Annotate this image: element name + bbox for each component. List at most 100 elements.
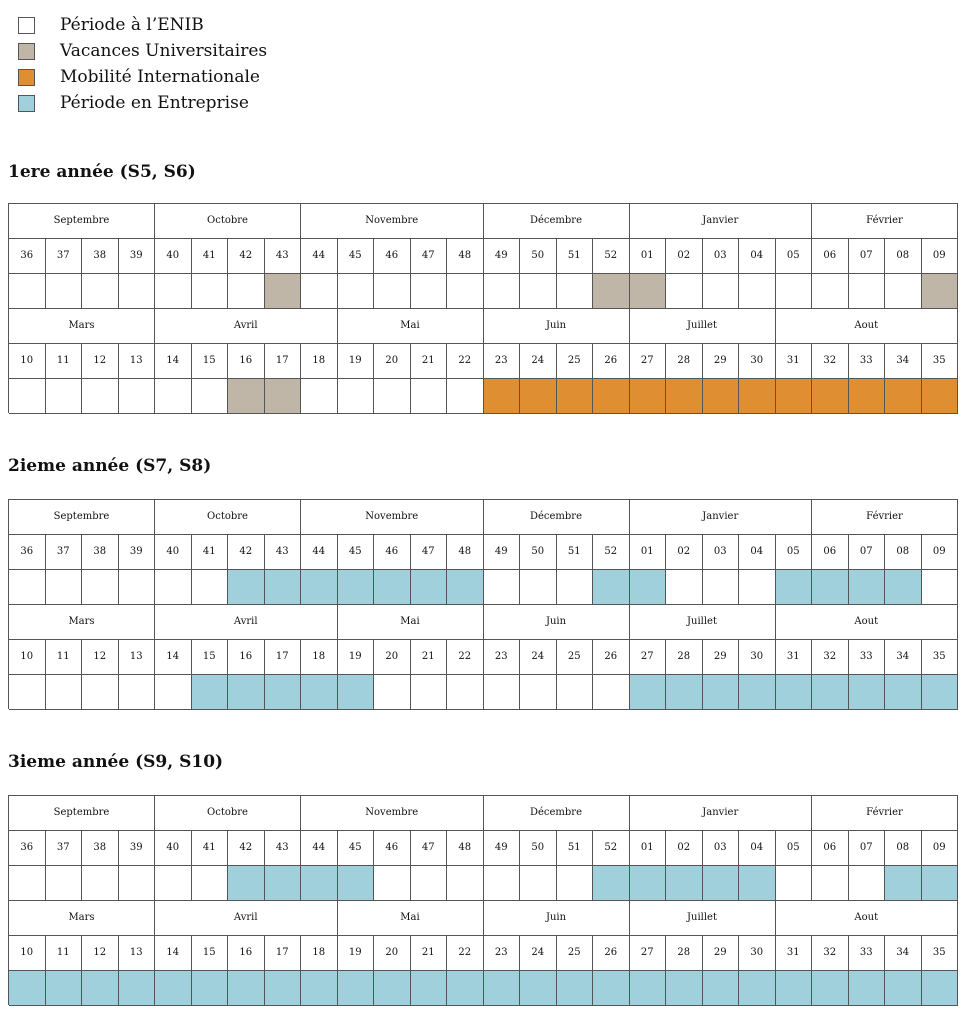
week-number: 50	[520, 239, 557, 274]
week-number: 02	[666, 831, 703, 866]
week-status-entreprise	[9, 971, 46, 1006]
week-number: 15	[191, 936, 228, 971]
week-number: 21	[410, 344, 447, 379]
week-status-entreprise	[885, 866, 922, 901]
week-status-enib	[775, 866, 812, 901]
week-status-enib	[191, 274, 228, 309]
week-status-mobilite	[812, 379, 849, 414]
week-number: 28	[666, 344, 703, 379]
week-number: 06	[812, 535, 849, 570]
week-status-enib	[410, 675, 447, 710]
week-status-enib	[447, 675, 484, 710]
week-status-mobilite	[921, 379, 958, 414]
month-header: Janvier	[629, 204, 812, 239]
week-number: 16	[228, 640, 265, 675]
week-number: 30	[739, 936, 776, 971]
week-status-vacances	[228, 379, 265, 414]
week-number: 07	[848, 535, 885, 570]
week-status-enib	[520, 866, 557, 901]
week-status-enib	[556, 274, 593, 309]
week-number: 29	[702, 640, 739, 675]
year-calendar-grid: Septembre Octobre Novembre Décembre Janvier F…	[8, 203, 958, 414]
week-number: 34	[885, 936, 922, 971]
week-status-enib	[155, 675, 192, 710]
week-number: 31	[775, 640, 812, 675]
month-header: Octobre	[155, 796, 301, 831]
week-number: 17	[264, 936, 301, 971]
week-status-entreprise	[885, 570, 922, 605]
week-number: 45	[337, 831, 374, 866]
week-number: 43	[264, 239, 301, 274]
week-number: 02	[666, 239, 703, 274]
week-status-entreprise	[775, 570, 812, 605]
week-status-enib	[155, 570, 192, 605]
week-number: 46	[374, 239, 411, 274]
week-number: 43	[264, 535, 301, 570]
week-number: 48	[447, 831, 484, 866]
week-status-entreprise	[702, 866, 739, 901]
week-status-entreprise	[593, 866, 630, 901]
week-number: 47	[410, 535, 447, 570]
week-status-enib	[45, 866, 82, 901]
week-status-enib	[739, 274, 776, 309]
week-status-mobilite	[848, 379, 885, 414]
week-status-entreprise	[264, 866, 301, 901]
week-status-enib	[82, 274, 119, 309]
week-status-enib	[82, 570, 119, 605]
week-status-enib	[301, 379, 338, 414]
month-header: Aout	[775, 605, 958, 640]
week-status-entreprise	[410, 971, 447, 1006]
week-number: 35	[921, 640, 958, 675]
week-number: 48	[447, 535, 484, 570]
week-status-entreprise	[374, 570, 411, 605]
week-status-entreprise	[228, 866, 265, 901]
week-number: 20	[374, 344, 411, 379]
week-number: 39	[118, 831, 155, 866]
week-number: 22	[447, 640, 484, 675]
week-number: 25	[556, 640, 593, 675]
month-header: Avril	[155, 901, 338, 936]
week-status-mobilite	[739, 379, 776, 414]
month-header: Novembre	[301, 500, 484, 535]
month-header: Novembre	[301, 796, 484, 831]
month-header: Février	[812, 796, 958, 831]
week-number: 06	[812, 831, 849, 866]
week-number: 01	[629, 239, 666, 274]
week-status-entreprise	[629, 866, 666, 901]
month-header: Février	[812, 500, 958, 535]
week-status-enib	[812, 274, 849, 309]
week-number: 26	[593, 936, 630, 971]
week-status-entreprise	[593, 971, 630, 1006]
week-status-entreprise	[118, 971, 155, 1006]
week-status-mobilite	[885, 379, 922, 414]
week-number: 32	[812, 344, 849, 379]
month-header: Mai	[337, 901, 484, 936]
week-status-enib	[556, 570, 593, 605]
legend: Période à l’ENIB Vacances Universitaires M…	[18, 12, 267, 116]
week-status-entreprise	[228, 675, 265, 710]
week-number: 05	[775, 535, 812, 570]
week-number: 04	[739, 535, 776, 570]
month-header: Décembre	[483, 204, 630, 239]
year-calendar-grid: Septembre Octobre Novembre Décembre Janvier F…	[8, 795, 958, 1006]
month-header: Mars	[9, 901, 155, 936]
week-status-entreprise	[82, 971, 119, 1006]
week-number: 36	[9, 831, 46, 866]
week-status-enib	[483, 866, 520, 901]
week-number: 33	[848, 936, 885, 971]
week-status-enib	[45, 274, 82, 309]
week-status-enib	[9, 570, 46, 605]
week-status-entreprise	[337, 971, 374, 1006]
week-number: 01	[629, 831, 666, 866]
week-status-enib	[155, 379, 192, 414]
week-number: 03	[702, 239, 739, 274]
week-number: 28	[666, 936, 703, 971]
week-number: 13	[118, 640, 155, 675]
week-number: 13	[118, 344, 155, 379]
week-number: 30	[739, 344, 776, 379]
legend-item-entreprise: Période en Entreprise	[18, 90, 267, 116]
week-number: 37	[45, 535, 82, 570]
week-number: 36	[9, 239, 46, 274]
week-status-mobilite	[593, 379, 630, 414]
week-number: 40	[155, 831, 192, 866]
